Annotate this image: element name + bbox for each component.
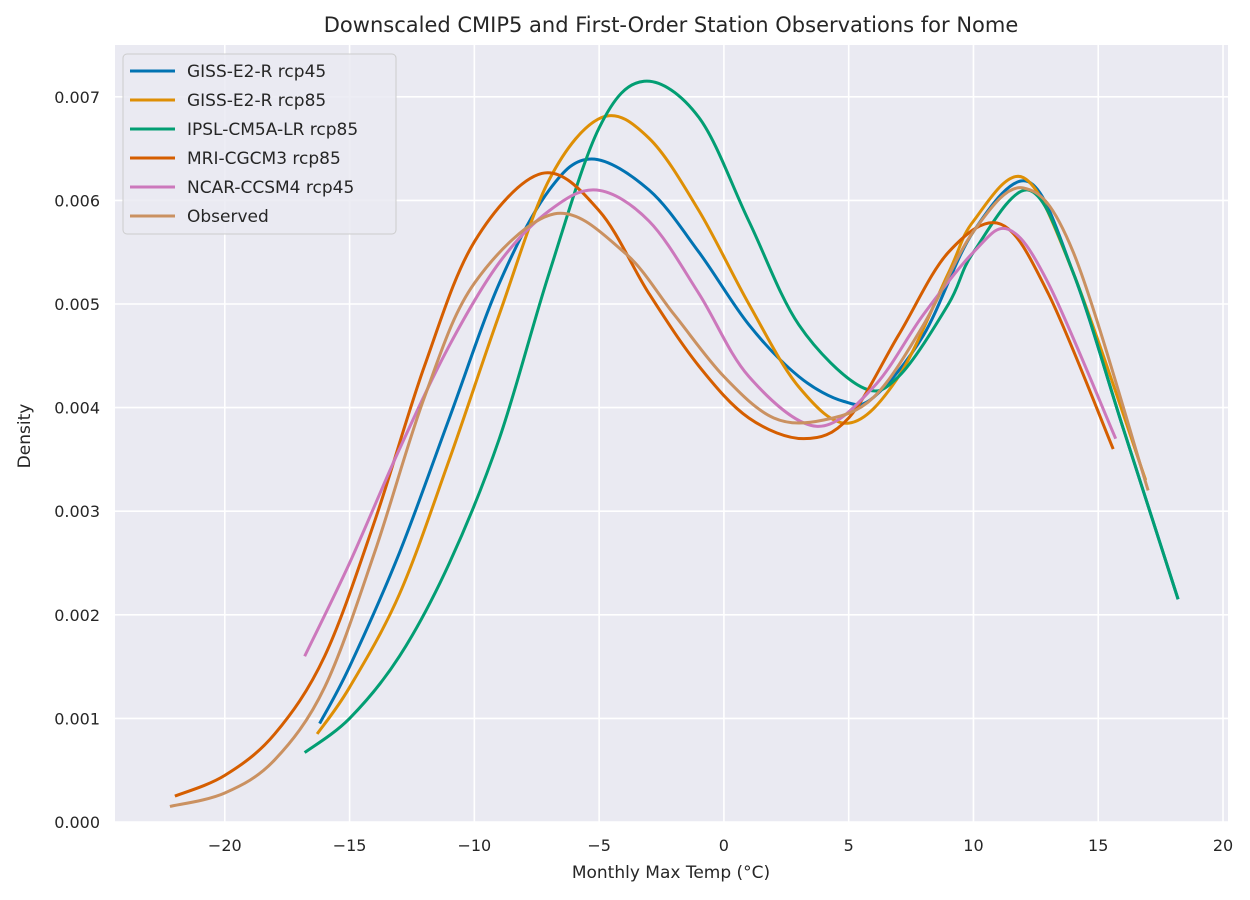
x-tick-label: 0 (719, 836, 729, 855)
series-line (303, 188, 1118, 657)
x-axis-label: Monthly Max Temp (°C) (572, 863, 770, 883)
y-tick-label: 0.006 (54, 191, 100, 210)
legend-label: MRI-CGCM3 rcp85 (187, 149, 341, 169)
legend: GISS-E2-R rcp45 GISS-E2-R rcp85 IPSL-CM5A-… (122, 53, 397, 235)
series-line (169, 186, 1150, 808)
series-line (174, 171, 1115, 798)
chart-title: Downscaled CMIP5 and First-Order Station… (324, 13, 1019, 37)
series-line (303, 79, 1180, 754)
legend-label: NCAR-CCSM4 rcp45 (187, 178, 354, 198)
x-tick-label: 15 (1088, 836, 1108, 855)
x-tick-label: −15 (333, 836, 367, 855)
y-tick-label: 0.007 (54, 88, 100, 107)
legend-label: IPSL-CM5A-LR rcp85 (187, 120, 358, 140)
y-tick-label: 0.000 (54, 813, 100, 832)
y-axis-label: Density (15, 404, 35, 469)
y-tick-label: 0.002 (54, 606, 100, 625)
y-axis-ticks: 0.000 0.001 0.002 0.003 0.004 0.005 0.006 0.007 (54, 88, 100, 832)
legend-box (122, 53, 397, 235)
x-axis-ticks: −20 −15 −10 −5 0 5 10 15 20 (208, 836, 1233, 855)
y-tick-label: 0.003 (54, 502, 100, 521)
x-tick-label: −20 (208, 836, 242, 855)
legend-label: GISS-E2-R rcp45 (187, 62, 326, 82)
x-tick-label: 5 (844, 836, 854, 855)
y-tick-label: 0.005 (54, 295, 100, 314)
x-tick-label: −5 (587, 836, 611, 855)
x-tick-label: −10 (457, 836, 491, 855)
legend-label: Observed (187, 207, 269, 227)
x-tick-label: 10 (963, 836, 983, 855)
x-tick-label: 20 (1213, 836, 1233, 855)
y-tick-label: 0.004 (54, 399, 100, 418)
series-line (315, 114, 1148, 735)
y-tick-label: 0.001 (54, 709, 100, 728)
legend-label: GISS-E2-R rcp85 (187, 91, 326, 111)
series-lines (169, 79, 1180, 808)
